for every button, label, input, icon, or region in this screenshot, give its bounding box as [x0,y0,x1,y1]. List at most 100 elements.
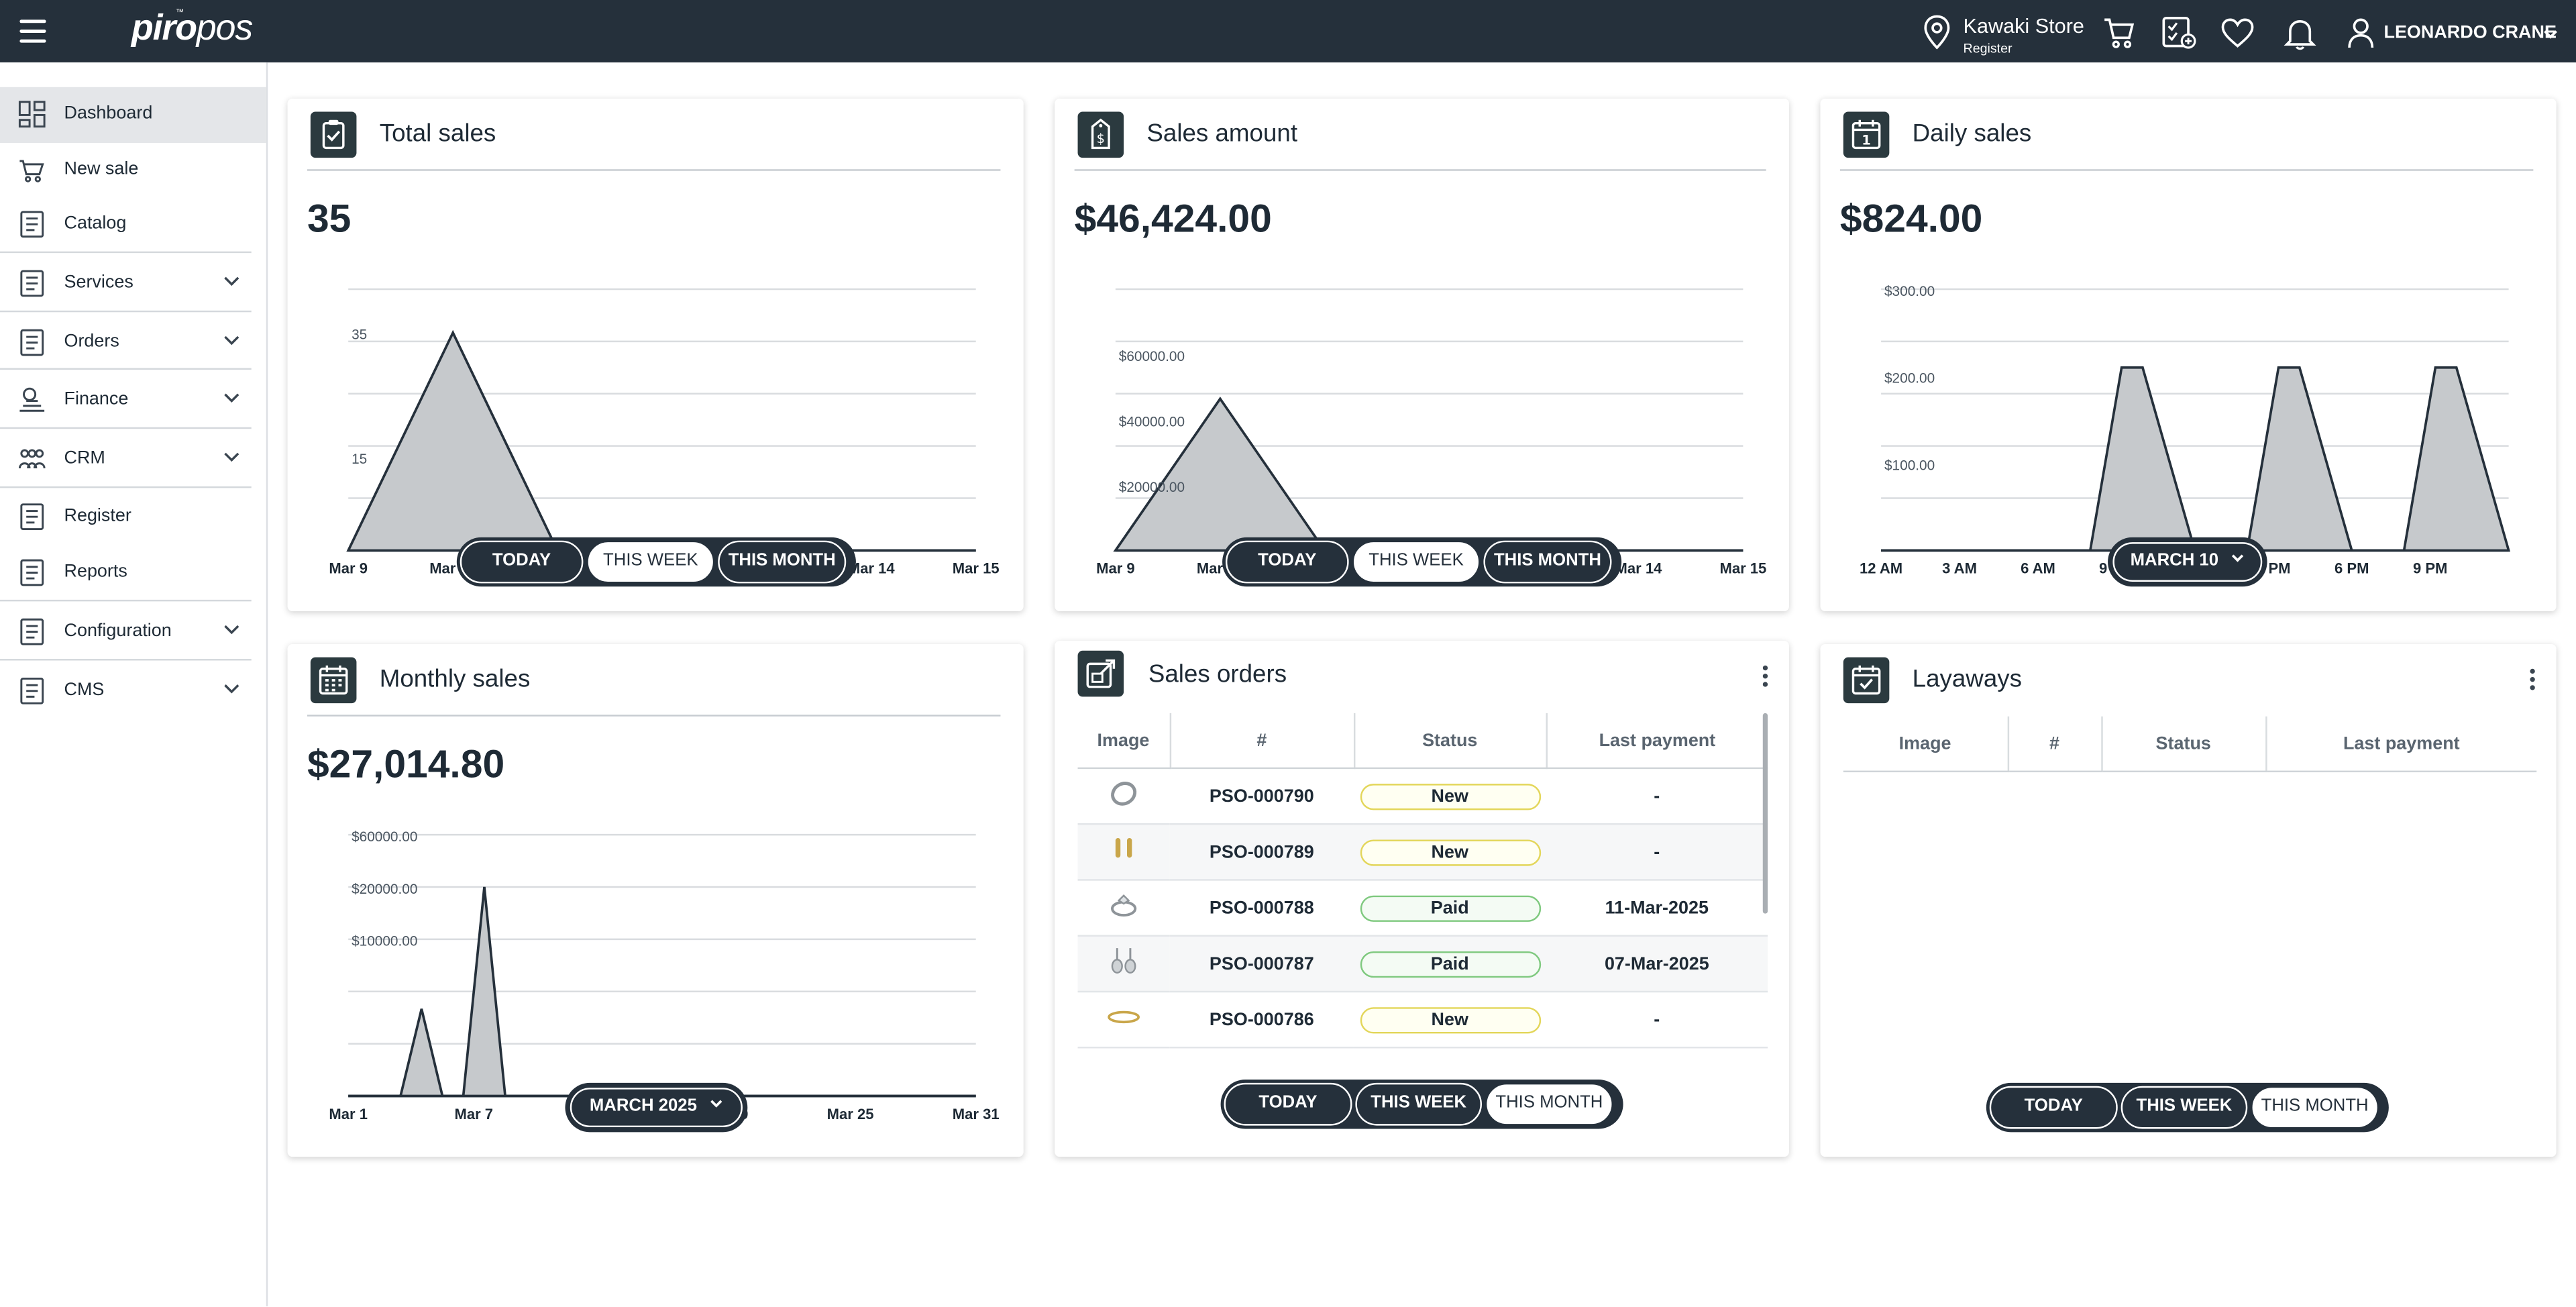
card-title: Monthly sales [379,665,531,694]
sidebar-item-orders[interactable]: Orders [0,315,266,371]
total-sales-period-toggle: TODAY THIS WEEK THIS MONTH [456,537,856,587]
y-tick-label: 35 [352,327,367,343]
order-status: New [1353,991,1546,1049]
more-options-icon[interactable] [1762,665,1770,688]
series-area [1113,397,1743,552]
sidebar-item-label: CRM [64,448,105,468]
column-header-image[interactable]: Image [1843,716,2008,773]
table-scrollbar[interactable] [1762,713,1768,914]
app-logo[interactable]: piropos ™ [131,6,253,48]
monthly-sales-card: Monthly sales $27,014.80 $10000.00 $20000… [287,644,1024,1157]
sidebar-item-dashboard[interactable]: Dashboard [0,87,266,144]
sidebar-item-reports[interactable]: Reports [0,545,266,601]
store-name: Kawaki Store [1963,15,2084,38]
series-area [348,886,976,1098]
hamburger-menu-icon[interactable] [19,19,46,43]
last-payment: - [1546,768,1768,825]
cart-icon[interactable] [2101,15,2137,51]
x-tick-label: Mar 14 [1615,560,1663,577]
toggle-this-week[interactable]: THIS WEEK [1355,1082,1482,1126]
table-row[interactable]: PSO-000790 New - [1077,768,1768,825]
card-title: Sales orders [1148,660,1287,689]
more-options-icon[interactable] [2530,668,2536,692]
column-header-last-payment[interactable]: Last payment [1546,713,1768,770]
sidebar-divider [0,251,252,254]
toggle-this-month[interactable]: THIS MONTH [1485,1082,1613,1126]
title-divider [307,169,1001,171]
monthly-sales-value: $27,014.80 [307,742,505,788]
order-number[interactable]: PSO-000788 [1169,880,1354,937]
bell-icon[interactable] [2282,15,2318,51]
toggle-this-month[interactable]: THIS MONTH [2251,1086,2379,1129]
column-header-status[interactable]: Status [1353,713,1547,770]
table-row[interactable]: PSO-000788 Paid 11-Mar-2025 [1077,880,1768,937]
toggle-this-month[interactable]: THIS MONTH [1483,540,1612,584]
y-tick-label: $10000.00 [352,934,417,949]
order-number[interactable]: PSO-000787 [1169,935,1354,993]
sidebar-item-finance[interactable]: Finance [0,373,266,429]
sales-orders-period-toggle: TODAY THIS WEEK THIS MONTH [1220,1079,1623,1129]
cms-icon [18,677,46,705]
checklist-add-icon[interactable] [2160,15,2196,51]
toggle-today[interactable]: TODAY [1225,540,1349,584]
table-row[interactable]: PSO-000787 Paid 07-Mar-2025 [1077,935,1768,993]
sidebar-item-cms[interactable]: CMS [0,664,266,719]
sidebar-divider [0,599,252,602]
table-row[interactable]: PSO-000789 New - [1077,824,1768,881]
sidebar-divider [0,427,252,429]
toggle-this-month[interactable]: THIS MONTH [718,540,847,584]
x-tick-label: Mar 7 [455,1106,494,1122]
table-row[interactable]: PSO-000786 New - [1077,991,1768,1049]
column-header-status[interactable]: Status [2101,716,2267,773]
toggle-today[interactable]: TODAY [460,540,584,584]
sidebar-item-new-sale[interactable]: New sale [0,143,266,199]
last-payment: 11-Mar-2025 [1546,880,1768,937]
sidebar-item-services[interactable]: Services [0,256,266,312]
earrings-icon [1115,837,1132,858]
sidebar-item-configuration[interactable]: Configuration [0,605,266,660]
sidebar-item-label: Finance [64,389,129,409]
order-number[interactable]: PSO-000790 [1169,768,1354,825]
sidebar-divider [0,486,252,488]
sidebar-item-crm[interactable]: CRM [0,432,266,488]
y-tick-label: $200.00 [1884,371,1935,386]
diamond-ring-icon [1111,894,1137,917]
title-divider [1074,169,1766,171]
y-tick-label: $100.00 [1884,458,1935,473]
chevron-down-icon [224,335,239,346]
title-divider [1839,169,2534,171]
sales-amount-value: $46,424.00 [1074,197,1272,242]
toggle-today[interactable]: TODAY [1989,1086,2118,1129]
sidebar-item-register[interactable]: Register [0,490,266,545]
ring-icon [1111,782,1137,806]
daily-sales-date-dropdown[interactable]: MARCH 10 [2108,537,2267,587]
x-tick-label: Mar 9 [329,560,368,577]
toggle-this-week[interactable]: THIS WEEK [586,540,715,584]
heart-icon[interactable] [2220,15,2256,51]
toggle-this-week[interactable]: THIS WEEK [2121,1086,2248,1129]
dashboard-icon [18,100,46,128]
order-number[interactable]: PSO-000786 [1169,991,1354,1049]
row-image [1077,768,1170,825]
sidebar-item-label: Catalog [64,213,127,233]
column-header-image[interactable]: Image [1077,713,1171,770]
chevron-down-icon [224,393,239,403]
last-payment: 07-Mar-2025 [1546,935,1768,993]
y-tick-label: $60000.00 [1119,349,1185,364]
column-header-number[interactable]: # [2007,716,2102,773]
sidebar-item-catalog[interactable]: Catalog [0,197,266,253]
toggle-today[interactable]: TODAY [1224,1082,1352,1126]
crm-icon [18,446,46,474]
column-header-number[interactable]: # [1169,713,1355,770]
toggle-this-week[interactable]: THIS WEEK [1352,540,1481,584]
monthly-sales-month-dropdown[interactable]: MARCH 2025 [565,1082,748,1133]
total-sales-value: 35 [307,197,352,242]
card-title: Sales amount [1146,119,1298,148]
calendar-check-icon [1843,657,1890,704]
column-header-last-payment[interactable]: Last payment [2265,716,2537,773]
y-tick-label: $300.00 [1884,284,1935,299]
sidebar-item-label: Services [64,272,133,293]
external-order-icon [1077,650,1124,697]
order-number[interactable]: PSO-000789 [1169,824,1354,881]
